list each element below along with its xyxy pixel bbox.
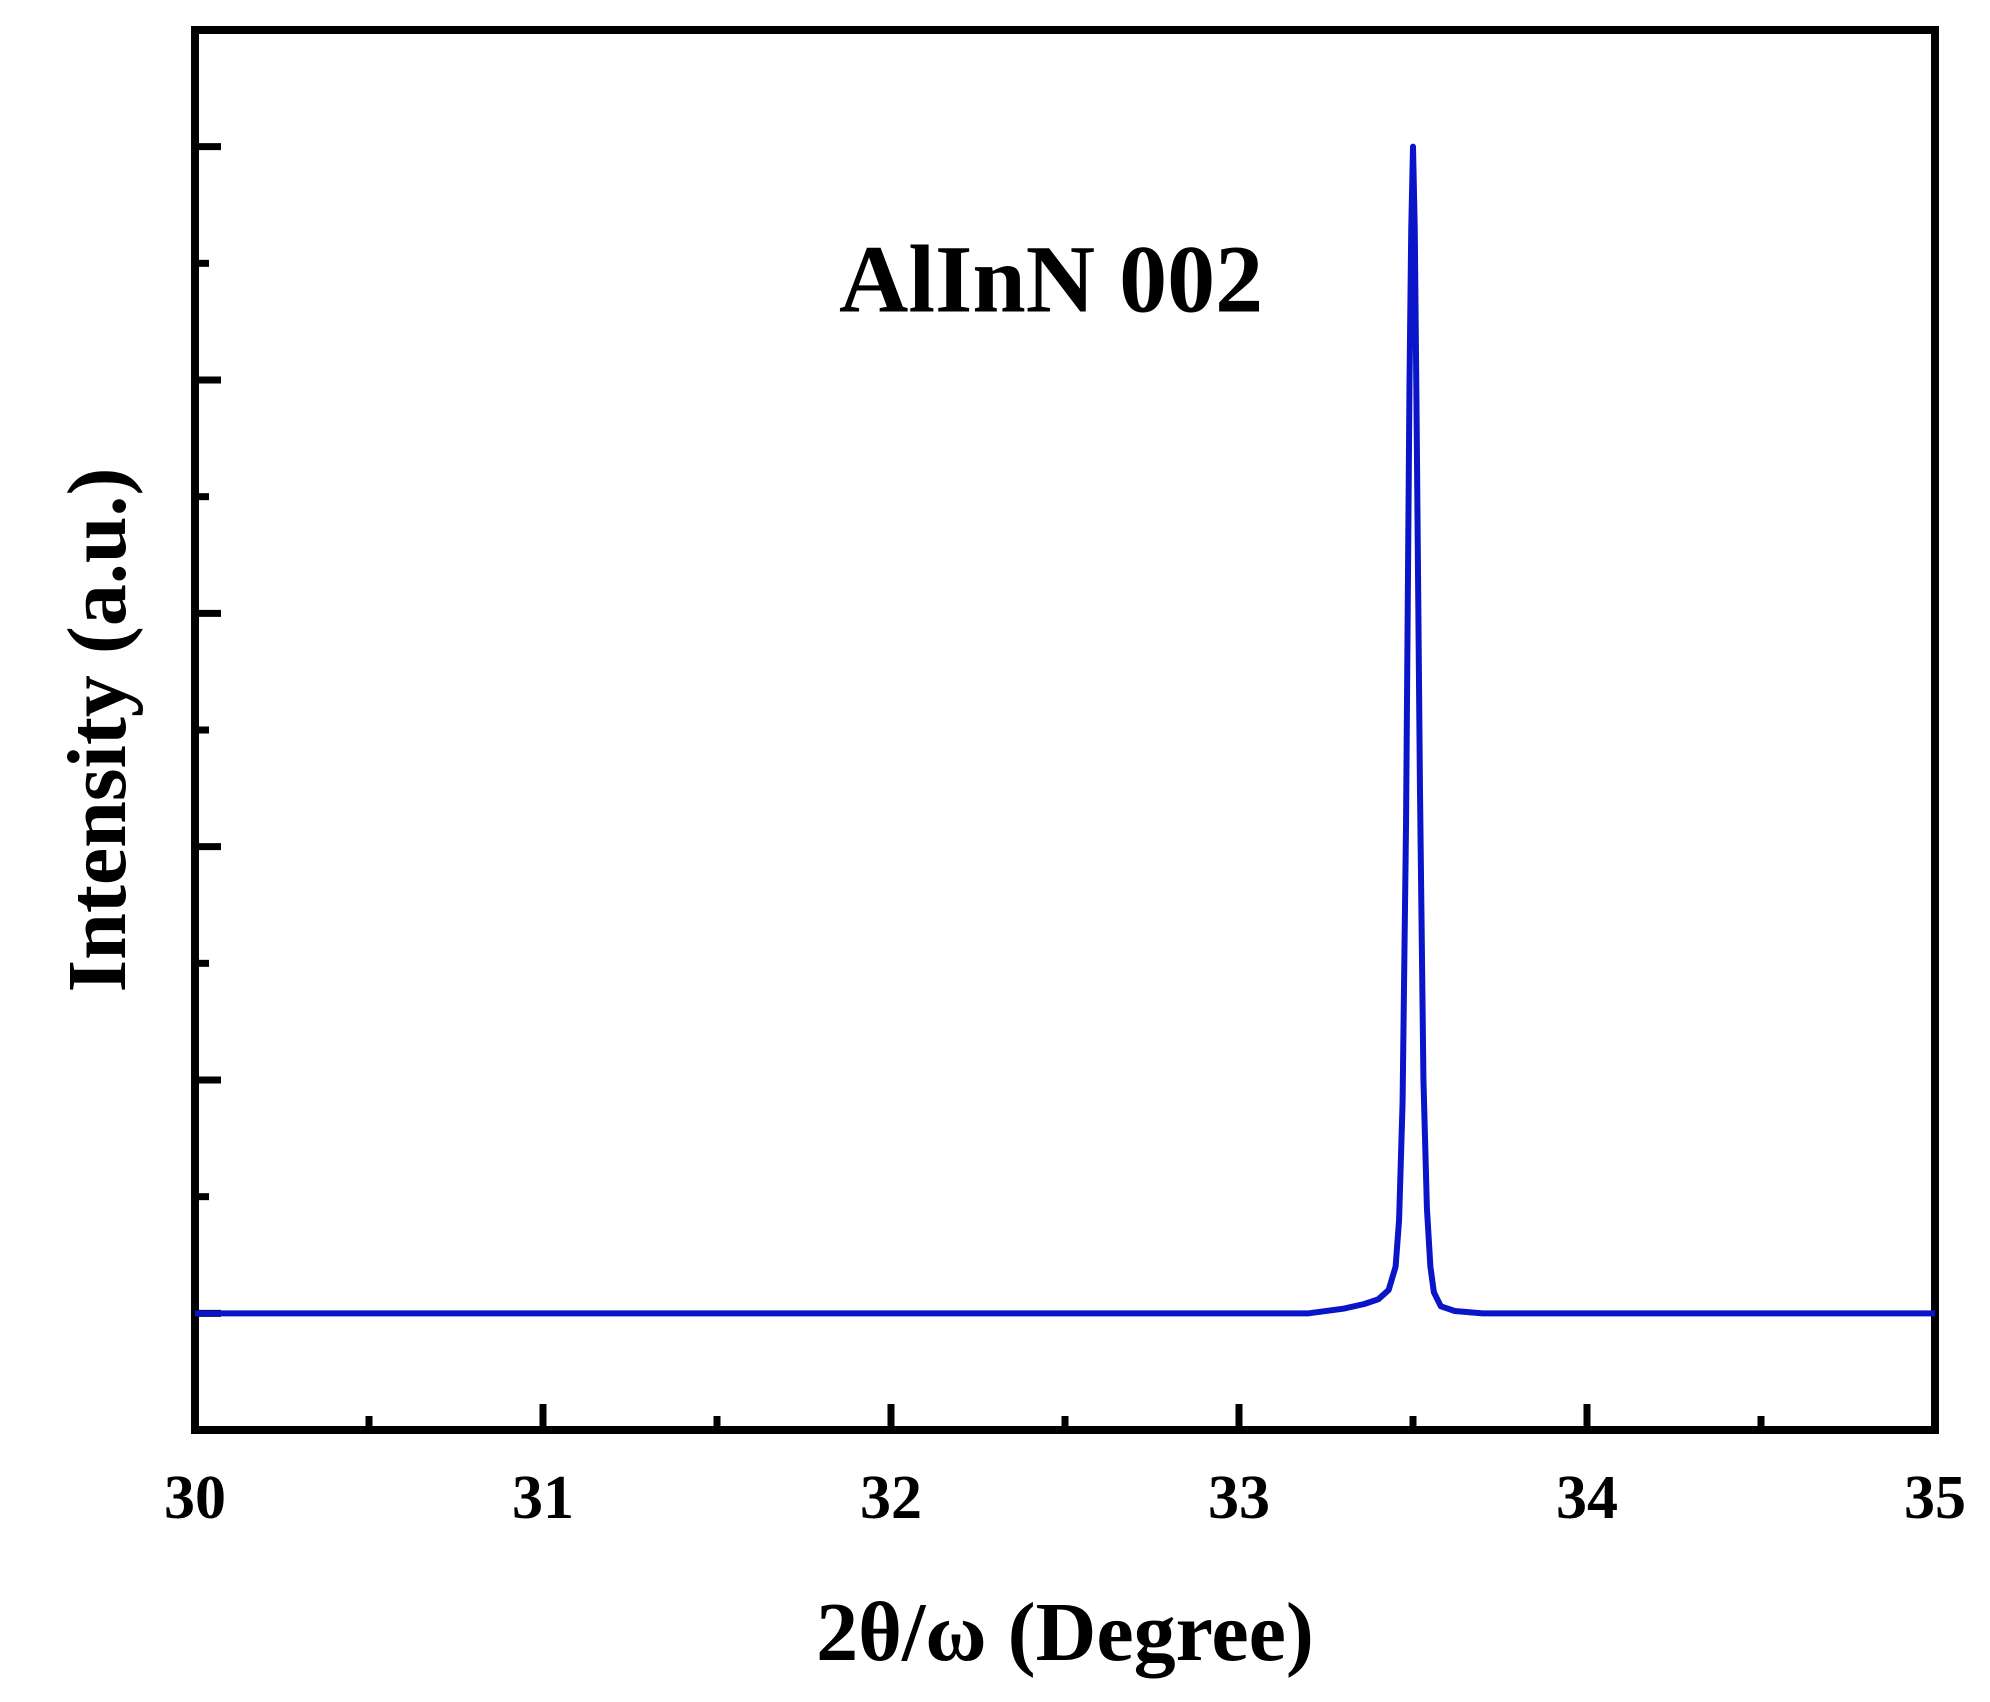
- peak-annotation: AlInN 002: [839, 226, 1263, 333]
- x-tick-label: 33: [1208, 1464, 1270, 1532]
- y-axis-title: Intensity (a.u.): [51, 467, 144, 992]
- series-line: [195, 143, 1935, 1317]
- x-axis-tick-labels: 30 31 32 33 34 35: [164, 1464, 1966, 1532]
- x-tick-label: 32: [860, 1464, 922, 1532]
- x-axis-ticks: [191, 1404, 1939, 1430]
- x-axis-title: 2θ/ω (Degree): [816, 1586, 1314, 1679]
- x-tick-label: 35: [1904, 1464, 1966, 1532]
- x-tick-label: 30: [164, 1464, 226, 1532]
- x-tick-label: 31: [512, 1464, 574, 1532]
- x-tick-label: 34: [1556, 1464, 1618, 1532]
